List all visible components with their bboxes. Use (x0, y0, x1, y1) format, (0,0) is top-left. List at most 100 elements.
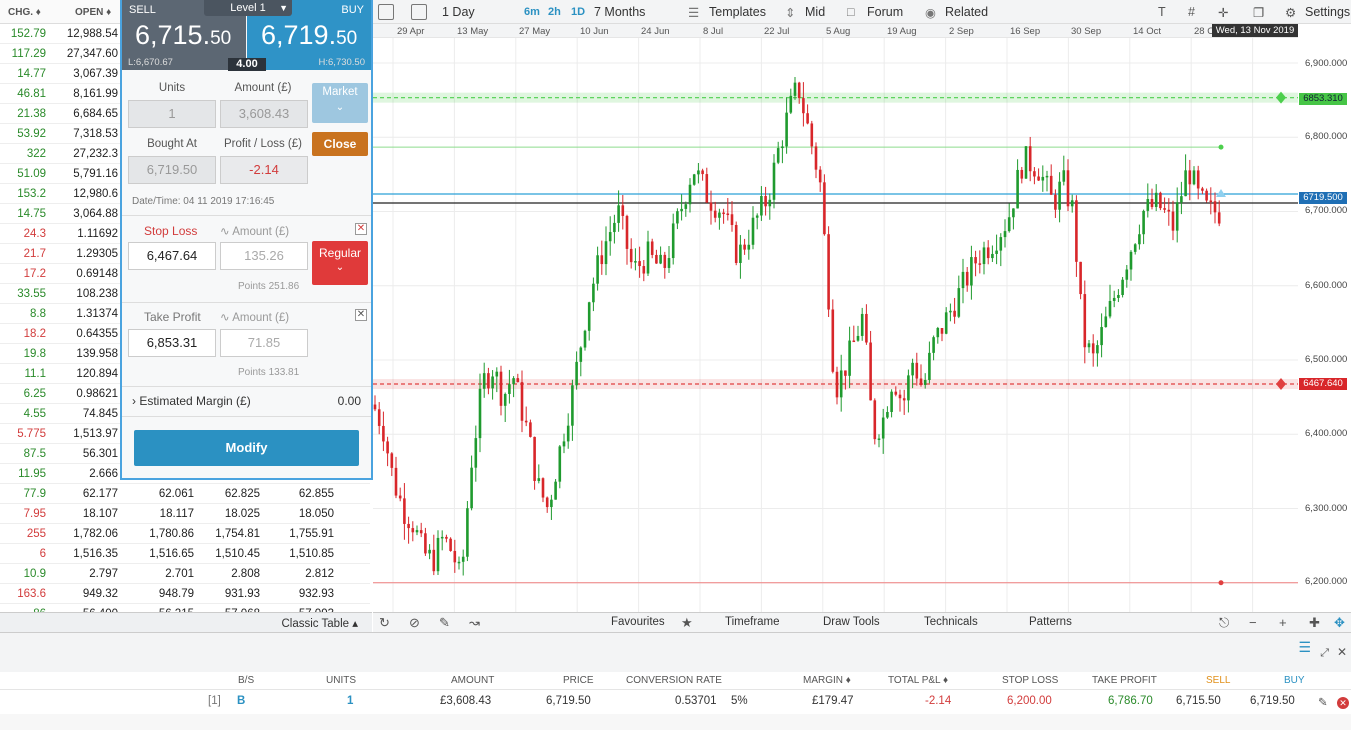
mid-price-icon[interactable]: ⇕ (785, 6, 796, 20)
col-header-price[interactable]: PRICE (563, 675, 594, 686)
candle-body (440, 536, 444, 539)
watchlist-row[interactable]: 10.9 2.797 2.701 2.808 2.812 (0, 564, 370, 584)
layout-icon[interactable] (411, 4, 427, 20)
refresh-icon[interactable]: ↻ (379, 615, 390, 630)
timeframe-tab[interactable]: Timeframe (725, 616, 780, 628)
snap-icon[interactable]: ⎋ (1219, 615, 1230, 630)
position-take-profit[interactable]: 6,786.70 (1108, 695, 1153, 707)
technicals-tab[interactable]: Technicals (924, 616, 978, 628)
close-position-icon[interactable]: ✕ (1337, 697, 1349, 709)
change-value: 8.8 (30, 308, 46, 320)
related-icon[interactable]: ◉ (925, 6, 936, 20)
position-stop-loss[interactable]: 6,200.00 (1007, 695, 1052, 707)
stop-type-select[interactable]: Regular ⌄ (312, 241, 368, 285)
stop-amount-input[interactable]: 135.26 (220, 242, 308, 270)
star-icon[interactable]: ★ (681, 615, 693, 630)
window-icon[interactable]: ❐ (1253, 6, 1265, 20)
tp-amount-input[interactable]: 71.85 (220, 329, 308, 357)
take-profit-input[interactable]: 6,853.31 (128, 329, 216, 357)
col-header-total-pl[interactable]: TOTAL P&L ♦ (888, 675, 949, 686)
crosshair-toggle-icon[interactable]: ✚ (1309, 615, 1320, 630)
amount-field[interactable]: 3,608.43 (220, 100, 308, 128)
range-2h-button[interactable]: 2h (548, 6, 561, 18)
col-header-conversion-rate[interactable]: CONVERSION RATE (626, 675, 722, 686)
text-tool-icon[interactable]: T (1158, 5, 1166, 19)
templates-icon[interactable]: ☰ (688, 6, 700, 20)
units-field[interactable]: 1 (128, 100, 216, 128)
watchlist-row[interactable]: 77.9 62.177 62.061 62.825 62.855 (0, 484, 370, 504)
candle-body (919, 378, 923, 385)
zoom-out-icon[interactable]: − (1249, 615, 1257, 630)
cell-value: 57.068 (200, 608, 260, 612)
cancel-icon[interactable]: ⊘ (409, 615, 420, 630)
col-header-margin[interactable]: MARGIN ♦ (803, 675, 851, 686)
forum-button[interactable]: Forum (867, 5, 904, 19)
estimated-margin-toggle[interactable]: › Estimated Margin (£) (132, 394, 251, 408)
watchlist-row[interactable]: 11.95 2.666 (0, 464, 370, 484)
settings-gear-icon[interactable]: ⚙ (1285, 6, 1297, 20)
classic-table-label[interactable]: Classic Table ▴ (281, 618, 358, 630)
candle-body (625, 215, 629, 249)
candle-body (474, 438, 478, 468)
watchlist-row[interactable]: 163.6 949.32 948.79 931.93 932.93 (0, 584, 370, 604)
settings-button[interactable]: Settings (1305, 5, 1351, 19)
watchlist-row[interactable]: 7.95 18.107 18.117 18.025 18.050 (0, 504, 370, 524)
take-profit-label[interactable]: Take Profit (144, 310, 201, 324)
edit-position-icon[interactable]: ✎ (1318, 697, 1328, 709)
col-header-buy[interactable]: BUY (1284, 675, 1305, 686)
classic-table-toggle[interactable]: Classic Table ▴ (0, 612, 372, 632)
col-header-open[interactable]: OPEN ♦ (75, 7, 112, 18)
cursor-icon[interactable]: ↝ (469, 615, 480, 630)
templates-button[interactable]: Templates (709, 5, 766, 19)
remove-stop-icon[interactable]: ✕ (355, 223, 367, 235)
pencil-icon[interactable]: ✎ (439, 615, 450, 630)
cell-value: 948.79 (158, 588, 194, 600)
range-select[interactable]: 7 Months (594, 5, 646, 19)
col-header-take-profit[interactable]: TAKE PROFIT (1092, 675, 1157, 686)
candlestick-series (373, 77, 1221, 576)
close-panel-icon[interactable]: ✕ (1336, 645, 1347, 659)
range-1d-button[interactable]: 1D (571, 6, 586, 18)
mid-button[interactable]: Mid (805, 5, 826, 19)
move-icon[interactable]: ✥ (1334, 615, 1345, 630)
modify-button[interactable]: Modify (134, 430, 359, 466)
watchlist-row[interactable]: 8656.400 56.215 57.06857.093 (0, 604, 370, 612)
level-select[interactable]: Level 1 ▼ (204, 0, 292, 16)
candle-body (739, 244, 742, 263)
candle-body (596, 255, 599, 284)
related-button[interactable]: Related (945, 5, 989, 19)
close-position-button[interactable]: Close (312, 132, 368, 156)
expand-icon[interactable]: ⤢ (1320, 647, 1329, 659)
stop-loss-label[interactable]: Stop Loss (144, 224, 198, 238)
change-value: 53.92 (17, 128, 46, 140)
col-header-amount[interactable]: AMOUNT (451, 675, 495, 686)
col-header-stop-loss[interactable]: STOP LOSS (1002, 675, 1059, 686)
sell-price-button[interactable]: SELL 6,715.50 L:6,670.67 (122, 0, 246, 70)
stop-loss-input[interactable]: 6,467.64 (128, 242, 216, 270)
watchlist-row[interactable]: 255 1,782.06 1,780.86 1,754.81 1,755.91 (0, 524, 370, 544)
forum-icon[interactable]: □ (847, 5, 855, 19)
col-header-sell[interactable]: SELL (1206, 675, 1231, 686)
position-row[interactable]: [1] B 1 £3,608.43 6,719.50 0.53701 5% £1… (0, 692, 1351, 714)
patterns-tab[interactable]: Patterns (1029, 616, 1072, 628)
market-order-select[interactable]: Market ⌄ (312, 83, 368, 123)
range-6m-button[interactable]: 6m (524, 6, 540, 18)
col-header-units[interactable]: UNITS (326, 675, 356, 686)
chart-list-icon[interactable] (378, 4, 394, 20)
list-icon[interactable]: ☰ (1298, 639, 1311, 655)
candle-body (554, 481, 557, 500)
watchlist-row[interactable]: 6 1,516.35 1,516.65 1,510.45 1,510.85 (0, 544, 370, 564)
favourites-tab[interactable]: Favourites (611, 616, 665, 628)
remove-take-profit-icon[interactable]: ✕ (355, 309, 367, 321)
change-value: 11.95 (18, 468, 46, 480)
interval-select[interactable]: 1 Day (442, 5, 475, 19)
zoom-in-icon[interactable]: + (1279, 615, 1287, 630)
col-header-chg[interactable]: CHG. ♦ (8, 7, 41, 18)
crosshair-icon[interactable]: ✛ (1218, 6, 1229, 20)
col-header-bs[interactable]: B/S (238, 675, 255, 686)
grid-icon[interactable]: # (1188, 5, 1195, 19)
price-chart[interactable] (373, 24, 1351, 612)
draw-tools-tab[interactable]: Draw Tools (823, 616, 880, 628)
candle-body (512, 378, 515, 385)
